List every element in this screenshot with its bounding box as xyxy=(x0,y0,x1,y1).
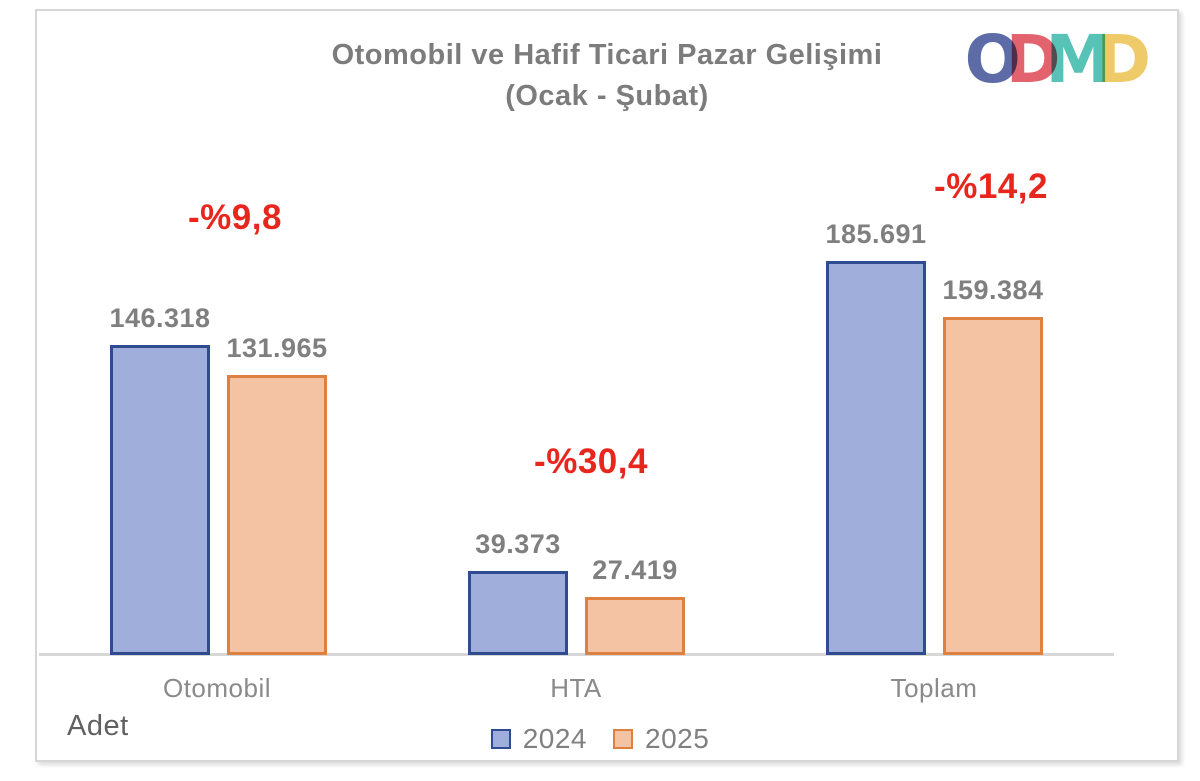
bar-2024-toplam xyxy=(826,261,926,655)
value-label-2024-otomobil: 146.318 xyxy=(109,303,211,333)
change-label-hta: -%30,4 xyxy=(534,442,648,481)
bar-2025-otomobil xyxy=(227,375,327,655)
x-axis-line xyxy=(39,653,1114,656)
bar-2024-hta xyxy=(468,571,568,655)
chart-title-line1: Otomobil ve Hafif Ticari Pazar Gelişimi xyxy=(331,39,883,71)
bar-2025-hta xyxy=(585,597,685,655)
legend-swatch-2025 xyxy=(613,729,633,749)
category-label-hta: HTA xyxy=(550,673,602,703)
value-label-2025-otomobil: 131.965 xyxy=(226,333,328,363)
value-label-2024-hta: 39.373 xyxy=(475,529,561,559)
legend-swatch-2024 xyxy=(490,729,511,749)
chart-card: Otomobil ve Hafif Ticari Pazar Gelişimi … xyxy=(35,9,1179,762)
bar-2024-otomobil xyxy=(110,345,210,655)
chart-title-line2: (Ocak - Şubat) xyxy=(505,80,709,112)
legend-label-2025: 2025 xyxy=(645,723,710,754)
legend-label-2024: 2024 xyxy=(522,723,587,754)
change-label-otomobil: -%9,8 xyxy=(188,198,282,237)
category-label-toplam: Toplam xyxy=(890,673,978,703)
category-label-otomobil: Otomobil xyxy=(162,673,272,703)
value-label-2025-hta: 27.419 xyxy=(592,555,678,585)
legend: 2024 2025 xyxy=(37,723,1177,755)
value-label-2024-toplam: 185.691 xyxy=(825,219,927,249)
chart-title: Otomobil ve Hafif Ticari Pazar Gelişimi … xyxy=(37,35,1177,117)
value-label-2025-toplam: 159.384 xyxy=(942,275,1044,305)
plot-area: 146.318 131.965 39.373 27.419 185.691 159.384 xyxy=(39,11,1114,656)
change-label-toplam: -%14,2 xyxy=(934,167,1048,206)
bar-2025-toplam xyxy=(943,317,1043,655)
y-axis-unit-label: Adet xyxy=(67,710,129,742)
